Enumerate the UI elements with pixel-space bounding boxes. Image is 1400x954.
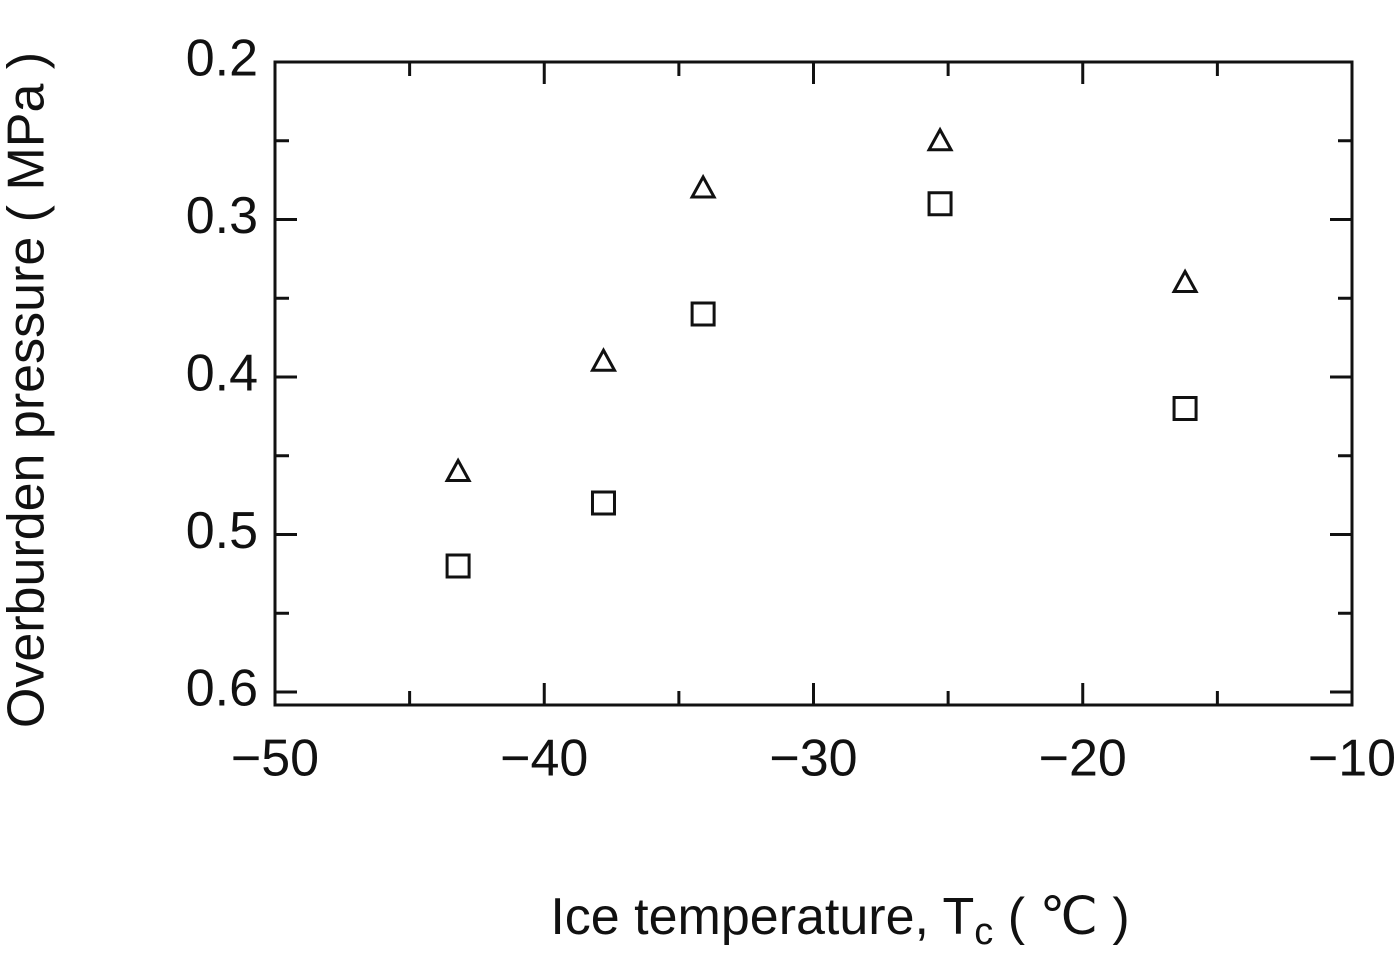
triangle-marker	[926, 126, 954, 152]
x-axis-label-unit: ( ℃ )	[993, 888, 1129, 946]
triangle-marker	[589, 347, 618, 372]
x-tick-label: −10	[1308, 730, 1396, 788]
y-tick-label: 0.2	[186, 30, 258, 88]
triangle-marker	[444, 457, 472, 482]
y-tick-label: 0.5	[186, 502, 258, 560]
y-axis-label: Overburden pressure ( MPa )	[0, 52, 56, 728]
y-tick-label: 0.3	[186, 187, 258, 245]
y-tick-label: 0.4	[186, 345, 258, 403]
square-marker	[1172, 396, 1198, 421]
triangle-marker	[1171, 268, 1199, 293]
square-marker	[445, 553, 471, 579]
square-marker	[927, 191, 953, 217]
x-axis-label-main: Ice temperature, T	[550, 888, 974, 946]
square-marker	[590, 490, 616, 516]
square-marker	[690, 301, 716, 327]
y-tick-label: 0.6	[186, 660, 258, 718]
triangle-marker	[689, 173, 717, 199]
x-axis-label: Ice temperature, Tc ( ℃ )	[550, 888, 1129, 953]
x-tick-label: −30	[769, 730, 857, 788]
x-tick-label: −50	[231, 730, 319, 788]
plot-frame	[273, 60, 1354, 707]
x-axis-label-subscript: c	[974, 911, 993, 953]
x-tick-label: −40	[500, 730, 588, 788]
x-tick-label: −20	[1039, 730, 1127, 788]
